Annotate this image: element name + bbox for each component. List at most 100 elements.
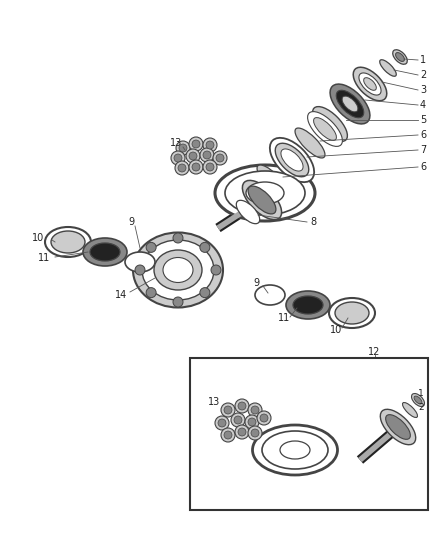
Circle shape bbox=[189, 137, 203, 151]
Ellipse shape bbox=[281, 149, 303, 171]
Ellipse shape bbox=[262, 431, 328, 469]
Text: 13: 13 bbox=[208, 397, 220, 407]
Circle shape bbox=[200, 148, 214, 162]
Ellipse shape bbox=[335, 302, 369, 324]
Text: 10: 10 bbox=[32, 233, 44, 243]
Ellipse shape bbox=[385, 415, 410, 439]
Circle shape bbox=[238, 428, 246, 436]
Bar bbox=[190, 358, 428, 510]
Text: 1: 1 bbox=[418, 390, 424, 399]
Circle shape bbox=[192, 140, 200, 148]
Ellipse shape bbox=[353, 67, 387, 101]
Circle shape bbox=[200, 243, 210, 252]
Circle shape bbox=[224, 431, 232, 439]
Circle shape bbox=[234, 416, 242, 424]
Ellipse shape bbox=[215, 165, 315, 221]
Circle shape bbox=[146, 288, 156, 297]
Text: 14: 14 bbox=[115, 290, 127, 300]
Circle shape bbox=[186, 149, 200, 163]
Ellipse shape bbox=[380, 409, 416, 445]
Circle shape bbox=[213, 151, 227, 165]
Circle shape bbox=[248, 418, 256, 426]
Ellipse shape bbox=[45, 227, 91, 257]
Text: 6: 6 bbox=[420, 130, 426, 140]
Ellipse shape bbox=[248, 186, 276, 214]
Circle shape bbox=[221, 403, 235, 417]
Ellipse shape bbox=[83, 238, 127, 266]
Circle shape bbox=[218, 419, 226, 427]
Circle shape bbox=[248, 426, 262, 440]
Ellipse shape bbox=[380, 60, 396, 76]
Ellipse shape bbox=[359, 73, 381, 95]
Ellipse shape bbox=[307, 111, 343, 147]
Text: 13: 13 bbox=[170, 138, 182, 148]
Ellipse shape bbox=[255, 285, 285, 305]
Circle shape bbox=[211, 265, 221, 275]
Circle shape bbox=[203, 151, 211, 159]
Ellipse shape bbox=[414, 396, 422, 404]
Circle shape bbox=[179, 144, 187, 152]
Circle shape bbox=[251, 406, 259, 414]
Circle shape bbox=[215, 416, 229, 430]
Ellipse shape bbox=[236, 200, 260, 224]
Circle shape bbox=[176, 141, 190, 155]
Ellipse shape bbox=[314, 118, 336, 140]
Ellipse shape bbox=[412, 393, 424, 407]
Ellipse shape bbox=[313, 107, 347, 141]
Circle shape bbox=[200, 288, 210, 297]
Circle shape bbox=[189, 152, 197, 160]
Text: 12: 12 bbox=[368, 347, 380, 357]
Circle shape bbox=[173, 297, 183, 307]
Text: 9: 9 bbox=[253, 278, 259, 288]
Text: 2: 2 bbox=[420, 70, 426, 80]
Text: 6: 6 bbox=[420, 162, 426, 172]
Text: 3: 3 bbox=[420, 85, 426, 95]
Circle shape bbox=[178, 164, 186, 172]
Ellipse shape bbox=[133, 232, 223, 308]
Ellipse shape bbox=[252, 425, 338, 475]
Circle shape bbox=[173, 233, 183, 243]
Ellipse shape bbox=[154, 250, 202, 290]
Circle shape bbox=[135, 265, 145, 275]
Circle shape bbox=[245, 415, 259, 429]
Circle shape bbox=[146, 243, 156, 252]
Ellipse shape bbox=[51, 231, 85, 253]
Text: 9: 9 bbox=[128, 217, 134, 227]
Ellipse shape bbox=[270, 138, 314, 182]
Circle shape bbox=[238, 402, 246, 410]
Ellipse shape bbox=[246, 182, 284, 204]
Ellipse shape bbox=[286, 291, 330, 319]
Circle shape bbox=[251, 429, 259, 437]
Ellipse shape bbox=[163, 257, 193, 282]
Ellipse shape bbox=[330, 84, 370, 124]
Circle shape bbox=[171, 151, 185, 165]
Ellipse shape bbox=[396, 53, 404, 61]
Text: 8: 8 bbox=[310, 217, 316, 227]
Circle shape bbox=[224, 406, 232, 414]
Text: 1: 1 bbox=[420, 55, 426, 65]
Ellipse shape bbox=[293, 296, 323, 314]
Circle shape bbox=[189, 160, 203, 174]
Circle shape bbox=[231, 413, 245, 427]
Circle shape bbox=[206, 163, 214, 171]
Ellipse shape bbox=[329, 298, 375, 328]
Circle shape bbox=[216, 154, 224, 162]
Ellipse shape bbox=[275, 143, 309, 177]
Circle shape bbox=[235, 425, 249, 439]
Ellipse shape bbox=[90, 243, 120, 261]
Text: 7: 7 bbox=[420, 145, 426, 155]
Circle shape bbox=[174, 154, 182, 162]
Ellipse shape bbox=[364, 78, 376, 90]
Circle shape bbox=[206, 141, 214, 149]
Circle shape bbox=[260, 414, 268, 422]
Circle shape bbox=[221, 428, 235, 442]
Text: 4: 4 bbox=[420, 100, 426, 110]
Text: 10: 10 bbox=[330, 325, 342, 335]
Ellipse shape bbox=[393, 50, 407, 64]
Ellipse shape bbox=[225, 171, 305, 215]
Ellipse shape bbox=[403, 402, 417, 417]
Text: 11: 11 bbox=[278, 313, 290, 323]
Ellipse shape bbox=[142, 240, 214, 300]
Circle shape bbox=[203, 160, 217, 174]
Circle shape bbox=[203, 138, 217, 152]
